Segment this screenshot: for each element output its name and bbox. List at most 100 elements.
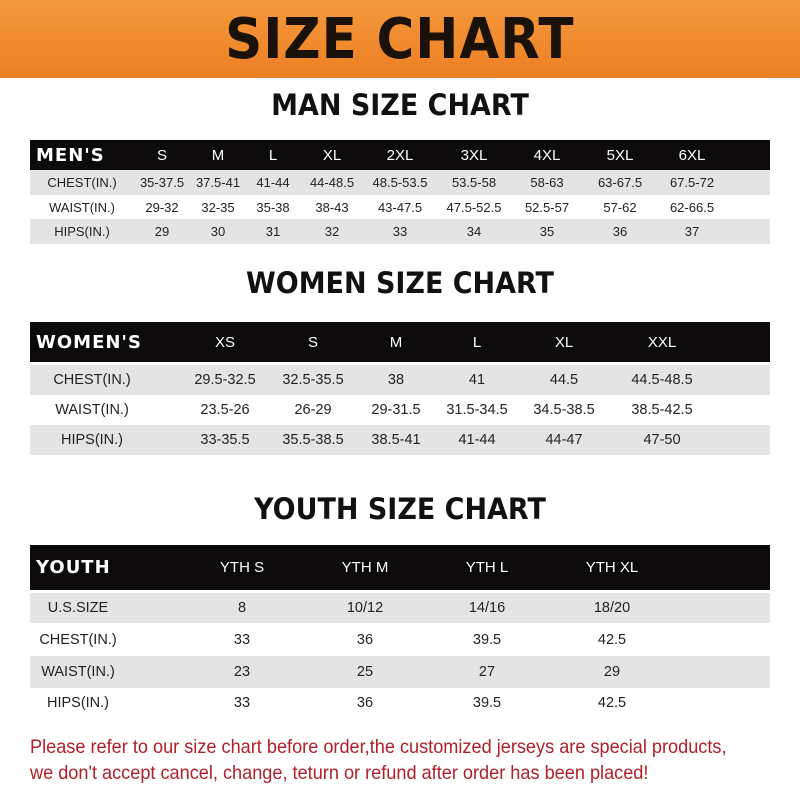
row-label: U.S.SIZE: [47, 600, 109, 616]
size-header: L: [472, 333, 482, 351]
table-row: HIPS(IN.) 33-35.5 35.5-38.5 38.5-41 41-44 44-…: [30, 425, 770, 455]
table-cell: 34.5-38.5: [533, 402, 595, 418]
table-cell: 29: [603, 664, 621, 680]
youth-header-row: YOUTH YTH S YTH M YTH L YTH XL: [30, 545, 770, 590]
men-size-table: MEN'S S M L XL 2XL 3XL 4XL 5XL 6XL CHEST(IN.) 35-37…: [30, 140, 770, 244]
size-header: S: [307, 333, 319, 351]
table-row: HIPS(IN.) 33 36 39.5 42.5: [30, 688, 770, 718]
table-cell: 53.5-58: [451, 175, 497, 190]
table-cell: 39.5: [472, 695, 502, 711]
table-cell: 33: [233, 695, 251, 711]
table-corner-label: YOUTH: [36, 557, 111, 578]
table-cell: 57-62: [603, 199, 637, 215]
table-row: WAIST(IN.) 29-32 32-35 35-38 38-43 43-47.5 47.…: [30, 195, 770, 219]
table-cell: 27: [478, 664, 496, 680]
table-cell: 47.5-52.5: [446, 199, 502, 215]
row-label: CHEST(IN.): [47, 175, 117, 190]
banner: SIZE CHART: [0, 0, 800, 78]
table-cell: 32-35: [201, 199, 235, 215]
women-title: WOMEN SIZE CHART: [246, 266, 554, 300]
table-cell: 33: [233, 631, 251, 648]
table-cell: 23.5-26: [200, 402, 250, 418]
row-label: WAIST(IN.): [41, 664, 115, 680]
table-row: CHEST(IN.) 29.5-32.5 32.5-35.5 38 41 44.5 44.5…: [30, 365, 770, 395]
table-cell: 67.5-72: [669, 175, 715, 190]
table-cell: 31: [265, 224, 281, 239]
table-cell: 36: [612, 224, 628, 239]
table-cell: 39.5: [472, 631, 502, 648]
size-header: L: [268, 146, 278, 164]
table-cell: 29-32: [145, 199, 179, 215]
size-header: 5XL: [606, 146, 634, 164]
table-cell: 47-50: [643, 432, 681, 448]
youth-title: YOUTH SIZE CHART: [254, 492, 546, 526]
table-cell: 34: [466, 224, 482, 239]
size-header: XL: [554, 333, 574, 351]
table-cell: 36: [356, 695, 374, 711]
table-corner-label: MEN'S: [36, 144, 105, 166]
men-title: MAN SIZE CHART: [271, 88, 529, 122]
table-cell: 29-31.5: [371, 402, 421, 418]
table-cell: 43-47.5: [377, 199, 423, 215]
table-cell: 8: [237, 600, 247, 616]
order-notice: Please refer to our size chart before or…: [30, 734, 737, 786]
size-header: M: [389, 333, 403, 351]
row-label: HIPS(IN.): [54, 224, 110, 239]
size-header: XL: [322, 146, 342, 164]
table-cell: 35: [539, 224, 555, 239]
table-cell: 58-63: [530, 175, 564, 190]
notice-line-2: we don't accept cancel, change, teturn o…: [30, 762, 649, 784]
size-header: XS: [214, 333, 236, 351]
size-header: S: [156, 146, 168, 164]
table-cell: 29.5-32.5: [194, 372, 256, 388]
table-cell: 41-44: [458, 432, 496, 448]
row-label: HIPS(IN.): [46, 695, 110, 711]
table-cell: 25: [356, 664, 374, 680]
size-header: YTH L: [465, 559, 509, 576]
row-label: WAIST(IN.): [49, 199, 115, 215]
men-header-row: MEN'S S M L XL 2XL 3XL 4XL 5XL 6XL: [30, 140, 770, 170]
table-row: WAIST(IN.) 23 25 27 29: [30, 656, 770, 688]
size-header: 3XL: [460, 146, 488, 164]
table-row: U.S.SIZE 8 10/12 14/16 18/20: [30, 593, 770, 623]
table-cell: 38: [387, 372, 405, 388]
table-cell: 41: [468, 372, 486, 388]
table-cell: 44.5-48.5: [631, 372, 693, 388]
table-row: WAIST(IN.) 23.5-26 26-29 29-31.5 31.5-34.5 34…: [30, 395, 770, 425]
banner-title: SIZE CHART: [225, 6, 575, 72]
table-row: HIPS(IN.) 29 30 31 32 33 34 35 36 37: [30, 219, 770, 244]
table-cell: 33-35.5: [200, 432, 250, 448]
table-cell: 36: [356, 631, 374, 648]
notice-line-1: Please refer to our size chart before or…: [30, 736, 727, 758]
table-cell: 26-29: [294, 402, 332, 418]
table-cell: 42.5: [597, 631, 627, 648]
table-row: CHEST(IN.) 33 36 39.5 42.5: [30, 623, 770, 656]
table-cell: 37.5-41: [195, 175, 241, 190]
table-cell: 14/16: [468, 600, 506, 616]
table-cell: 38.5-41: [371, 432, 421, 448]
size-header: 4XL: [533, 146, 561, 164]
table-cell: 41-44: [256, 175, 290, 190]
table-cell: 10/12: [346, 600, 384, 616]
table-cell: 44-47: [545, 432, 583, 448]
women-header-row: WOMEN'S XS S M L XL XXL: [30, 322, 770, 362]
table-cell: 29: [154, 224, 170, 239]
table-cell: 37: [684, 224, 700, 239]
table-cell: 63-67.5: [597, 175, 643, 190]
table-cell: 33: [392, 224, 408, 239]
size-header: 6XL: [678, 146, 706, 164]
size-header: YTH XL: [585, 559, 639, 576]
table-corner-label: WOMEN'S: [36, 331, 142, 353]
table-cell: 62-66.5: [669, 199, 715, 215]
table-cell: 38-43: [315, 199, 349, 215]
size-header: M: [211, 146, 225, 164]
youth-size-table: YOUTH YTH S YTH M YTH L YTH XL U.S.SIZE 8 10/12…: [30, 545, 770, 718]
size-header: YTH S: [219, 559, 265, 576]
row-label: CHEST(IN.): [53, 372, 131, 388]
table-cell: 31.5-34.5: [446, 402, 508, 418]
table-cell: 44.5: [549, 372, 579, 388]
table-cell: 30: [210, 224, 226, 239]
size-header: 2XL: [386, 146, 414, 164]
size-header: XXL: [647, 333, 677, 351]
table-cell: 42.5: [597, 695, 627, 711]
